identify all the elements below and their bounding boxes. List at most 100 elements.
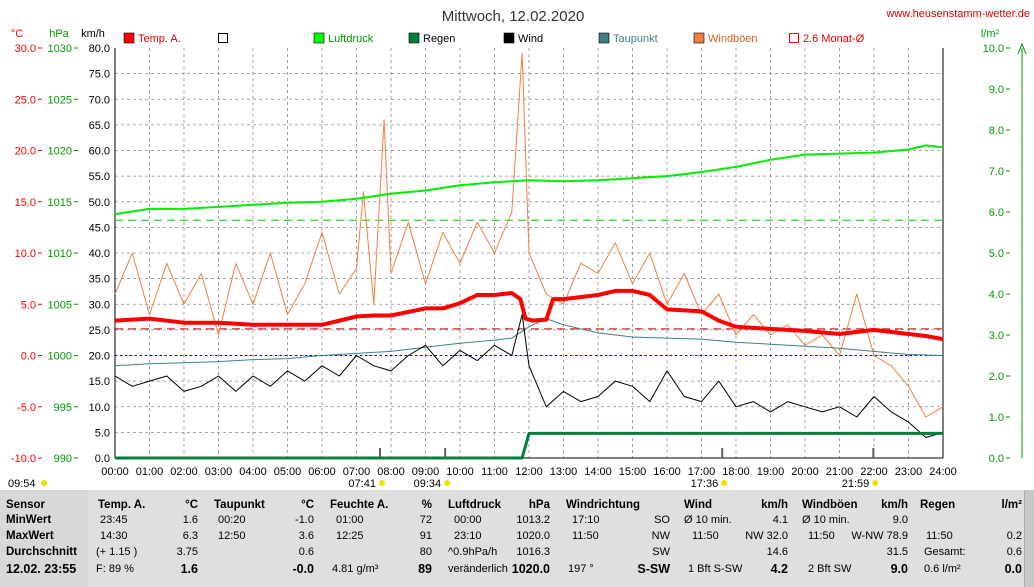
x-tick-label: 09:00: [412, 466, 440, 478]
gust-min-note: Ø 10 min.: [802, 514, 850, 526]
legend-swatch: [313, 32, 325, 44]
humid-max-time: 12:25: [336, 530, 364, 542]
panel-scrollbar[interactable]: [1024, 490, 1034, 587]
legend-label: Temp. A.: [138, 33, 181, 45]
legend-label: Luftdruck: [328, 33, 374, 45]
x-tick-label: 03:00: [205, 466, 233, 478]
wind-tick-label: 45.0: [89, 222, 110, 234]
x-tick-label: 00:00: [101, 466, 129, 478]
gust-max-time: 11:50: [808, 530, 835, 542]
x-tick-label: 10:00: [446, 466, 474, 478]
sun-markers: 09:54 07:41 09:34 17:36 21:59: [8, 448, 879, 490]
temp-tick-label: 20.0: [15, 146, 36, 158]
wind-tick-label: 25.0: [89, 325, 110, 337]
x-tick-label: 19:00: [757, 466, 785, 478]
col-temp: Temp. A. °C 23:45 1.6 14:30 6.3 (+ 1.15 …: [92, 490, 204, 587]
pressure-axis-unit: hPa: [49, 28, 69, 40]
pressure-tick-label: 1030: [48, 43, 72, 55]
wind-tick-label: 70.0: [89, 94, 110, 106]
temp-max: 6.3: [182, 530, 198, 542]
sensor-header: Sensor: [6, 499, 45, 511]
chart-legend: Temp. A. Luftdruck Regen Wind Taupunkt Windbö…: [123, 32, 865, 45]
wind-current: 4.2: [770, 562, 788, 576]
row-label-min: MinWert: [6, 514, 52, 526]
press-max: 1020.0: [516, 530, 550, 542]
dew-unit: °C: [301, 499, 314, 511]
temp-tick-label: 0.0: [21, 351, 36, 363]
legend-swatch: [789, 33, 799, 43]
humid-min: 72: [419, 514, 432, 526]
rain-tick-label: 6.0: [989, 207, 1004, 219]
rain-tick-label: 1.0: [989, 412, 1004, 424]
sun-icon: [444, 480, 451, 486]
temp-tick-label: 10.0: [15, 248, 36, 260]
summary-panel: Sensor MinWert MaxWert Durchschnitt 12.0…: [0, 490, 1034, 587]
weather-chart: Mittwoch, 12.02.2020 www.heusenstamm-wet…: [8, 8, 1030, 490]
wind-unit: km/h: [761, 499, 788, 511]
x-tick-label: 04:00: [239, 466, 267, 478]
temp-max-time: 14:30: [100, 530, 128, 542]
x-tick-label: 15:00: [619, 466, 647, 478]
rain-total-label: Gesamt:: [924, 546, 966, 558]
series-line-wind: [114, 314, 944, 438]
current-datetime: 12.02. 23:55: [6, 562, 77, 576]
col-wind: Wind km/h Ø 10 min. 4.1 11:50 NW 32.0 14…: [680, 490, 794, 587]
legend-label: Taupunkt: [613, 33, 658, 45]
rain-tick-label: 0.0: [989, 453, 1004, 465]
x-tick-label: 21:00: [826, 466, 854, 478]
dew-min: -1.0: [295, 514, 314, 526]
pressure-tick-label: 990: [54, 453, 72, 465]
gust-min: 9.0: [892, 514, 908, 526]
chart-axes: 00:00 01:00 02:00 03:00 04:00 05:00 06:00 07:00…: [11, 42, 1027, 478]
rain-tick-label: 2.0: [989, 371, 1004, 383]
gust-unit: km/h: [881, 499, 908, 511]
rain-tick-label: 3.0: [989, 330, 1004, 342]
wind-tick-label: 80.0: [89, 43, 110, 55]
sun-marker-label: 09:34: [414, 478, 442, 490]
col-sensor: Sensor MinWert MaxWert Durchschnitt 12.0…: [0, 490, 88, 587]
legend-swatch: [218, 33, 228, 43]
gust-max: W-NW 78.9: [851, 530, 908, 542]
rain-tick-label: 8.0: [989, 125, 1004, 137]
wind-tick-label: 0.0: [95, 453, 110, 465]
temp-unit: °C: [185, 499, 198, 511]
press-unit: hPa: [528, 499, 550, 511]
rain-tick-label: 10.0: [983, 43, 1004, 55]
wind-tick-label: 55.0: [89, 171, 110, 183]
wind-avg: 14.6: [766, 546, 788, 558]
legend-label: Regen: [423, 33, 455, 45]
temp-header: Temp. A.: [98, 499, 146, 511]
series-line-taupunkt: [114, 318, 944, 367]
dew-min-time: 00:20: [218, 514, 246, 526]
legend-label: Windböen: [708, 33, 758, 45]
wind-tick-label: 15.0: [89, 376, 110, 388]
rain-tick-label: 5.0: [989, 248, 1004, 260]
x-tick-label: 08:00: [377, 466, 405, 478]
dew-avg: 0.6: [298, 546, 314, 558]
rain-header: Regen: [920, 499, 956, 511]
x-tick-label: 23:00: [895, 466, 923, 478]
watermark-url[interactable]: www.heusenstamm-wetter.de: [885, 8, 1030, 20]
rain-tick-label: 9.0: [989, 84, 1004, 96]
row-label-max: MaxWert: [6, 530, 54, 542]
gust-header: Windböen: [802, 499, 858, 511]
x-tick-label: 18:00: [722, 466, 750, 478]
press-forecast: veränderlich: [448, 563, 508, 575]
wind-tick-label: 50.0: [89, 197, 110, 209]
temp-avg: 3.75: [176, 546, 198, 558]
wind-min: 4.1: [772, 514, 788, 526]
dew-header: Taupunkt: [214, 499, 265, 511]
sun-icon: [721, 480, 728, 486]
wind-max-time: 11:50: [692, 530, 719, 542]
dew-max-time: 12:50: [218, 530, 246, 542]
x-tick-label: 01:00: [136, 466, 164, 478]
rain-current-note: 0.6 l/m²: [924, 563, 961, 575]
series-line-luftdruck: [114, 144, 944, 216]
chart-grid: [115, 48, 943, 458]
legend-label: Wind: [518, 33, 543, 45]
gust-avg: 31.5: [886, 546, 908, 558]
dir-header: Windrichtung: [566, 499, 640, 511]
x-tick-label: 12:00: [515, 466, 543, 478]
press-min-time: 00:00: [454, 514, 482, 526]
wind-min-note: Ø 10 min.: [684, 514, 732, 526]
